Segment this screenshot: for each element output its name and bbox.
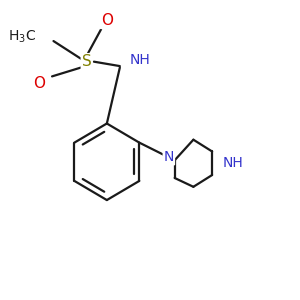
Text: S: S: [82, 54, 92, 69]
Text: N: N: [164, 150, 174, 164]
Text: O: O: [101, 13, 113, 28]
Text: O: O: [33, 76, 45, 91]
Text: NH: NH: [130, 53, 151, 67]
Text: NH: NH: [222, 156, 243, 170]
Text: H$_3$C: H$_3$C: [8, 28, 36, 45]
